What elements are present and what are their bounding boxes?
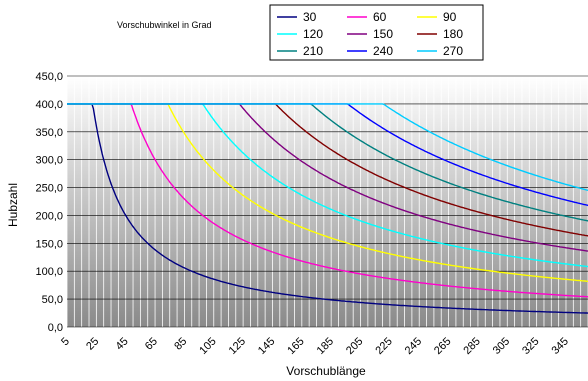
legend-label: 210 bbox=[303, 44, 323, 58]
y-tick-label: 400,0 bbox=[35, 99, 63, 111]
x-tick-label: 305 bbox=[491, 335, 512, 356]
legend: 30 60 90 120 150 180 210 240 270 bbox=[269, 4, 484, 61]
series-line-60 bbox=[67, 103, 588, 298]
legend-label: 60 bbox=[373, 10, 387, 24]
legend-label: 180 bbox=[443, 27, 463, 41]
x-tick-labels: 5 25 45 65 85 105 125 145 165 185 205 225 245 265 285 3… bbox=[59, 335, 571, 356]
series-lines bbox=[67, 103, 588, 314]
legend-label: 150 bbox=[373, 27, 393, 41]
legend-label: 240 bbox=[373, 44, 393, 58]
y-axis-title: Hubzahl bbox=[6, 183, 20, 227]
legend-label: 90 bbox=[443, 10, 457, 24]
y-tick-label: 100,0 bbox=[35, 266, 63, 278]
x-gridlines bbox=[66, 76, 588, 327]
x-tick-label: 185 bbox=[315, 335, 336, 356]
x-tick-label: 105 bbox=[197, 335, 218, 356]
legend-label: 30 bbox=[303, 10, 317, 24]
x-axis-title: Vorschublänge bbox=[286, 364, 366, 378]
x-tick-label: 325 bbox=[520, 335, 541, 356]
x-tick-label: 205 bbox=[344, 335, 365, 356]
x-tick-label: 245 bbox=[403, 335, 424, 356]
x-tick-label: 5 bbox=[59, 335, 72, 348]
series-line-270 bbox=[67, 103, 588, 191]
y-tick-label: 250,0 bbox=[35, 183, 63, 195]
x-tick-label: 225 bbox=[373, 335, 394, 356]
x-tick-label: 125 bbox=[227, 335, 248, 356]
y-tick-labels: 0,0 50,0 100,0 150,0 200,0 250,0 300,0 350,0 400… bbox=[35, 71, 63, 334]
y-tick-label: 200,0 bbox=[35, 210, 63, 222]
series-line-30 bbox=[67, 103, 588, 314]
plot-area bbox=[67, 76, 588, 327]
x-tick-label: 285 bbox=[461, 335, 482, 356]
x-tick-label: 145 bbox=[256, 335, 277, 356]
chart-annotation: Vorschubwinkel in Grad bbox=[117, 20, 212, 30]
y-tick-label: 0,0 bbox=[48, 322, 63, 334]
x-tick-label: 65 bbox=[143, 335, 160, 352]
y-tick-label: 300,0 bbox=[35, 155, 63, 167]
x-tick-label: 45 bbox=[114, 335, 131, 352]
legend-box bbox=[269, 4, 484, 61]
y-tick-label: 150,0 bbox=[35, 238, 63, 250]
x-tick-label: 265 bbox=[432, 335, 453, 356]
legend-label: 270 bbox=[443, 44, 463, 58]
y-tick-label: 350,0 bbox=[35, 127, 63, 139]
x-tick-label: 165 bbox=[285, 335, 306, 356]
x-tick-label: 25 bbox=[84, 335, 101, 352]
y-tick-label: 50,0 bbox=[42, 294, 63, 306]
x-tick-label: 85 bbox=[172, 335, 189, 352]
legend-label: 120 bbox=[303, 27, 323, 41]
x-tick-label: 345 bbox=[549, 335, 570, 356]
y-tick-label: 450,0 bbox=[35, 71, 63, 83]
